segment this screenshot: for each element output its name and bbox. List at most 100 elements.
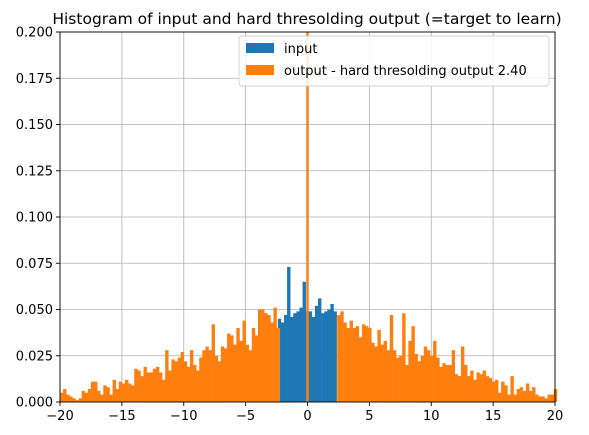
bar-output-left-30 bbox=[152, 368, 157, 402]
bar-output-right-10 bbox=[368, 328, 372, 402]
bar-output-right-21 bbox=[402, 313, 406, 402]
bar-output-right-33 bbox=[439, 366, 443, 402]
bar-output-right-69 bbox=[550, 394, 555, 402]
bar-output-right-67 bbox=[544, 398, 548, 402]
bar-output-right-28 bbox=[423, 346, 428, 402]
legend-box bbox=[238, 35, 550, 87]
bar-output-left-14 bbox=[103, 385, 107, 402]
bar-output-left-7 bbox=[81, 390, 86, 402]
bar-output-left-31 bbox=[155, 366, 160, 402]
bar-output-left-0 bbox=[60, 392, 64, 402]
bar-output-right-26 bbox=[417, 361, 422, 402]
bar-output-left-33 bbox=[162, 379, 166, 402]
bar-output-right-66 bbox=[541, 396, 545, 402]
x-tick-label-6: 10 bbox=[423, 409, 440, 424]
bar-output-left-42 bbox=[189, 350, 194, 402]
bar-output-left-35 bbox=[168, 370, 172, 402]
bar-output-right-24 bbox=[411, 326, 415, 402]
bar-output-right-32 bbox=[436, 357, 440, 402]
bar-output-right-59 bbox=[519, 387, 524, 402]
y-tick-label-8: 0.200 bbox=[16, 26, 53, 41]
bar-output-right-7 bbox=[358, 337, 363, 402]
bar-output-left-34 bbox=[165, 350, 169, 402]
bar-output-right-64 bbox=[535, 394, 539, 402]
bar-output-right-61 bbox=[525, 383, 530, 402]
bar-output-left-46 bbox=[202, 350, 206, 402]
bar-output-left-66 bbox=[264, 313, 268, 402]
bar-output-right-5 bbox=[352, 328, 357, 402]
x-tick-label-2: −10 bbox=[170, 409, 197, 424]
bar-output-right-14 bbox=[380, 344, 384, 402]
bar-output-left-22 bbox=[128, 383, 132, 402]
bar-output-right-17 bbox=[389, 315, 394, 402]
bar-output-right-45 bbox=[476, 372, 480, 402]
bar-output-left-53 bbox=[223, 348, 228, 402]
bar-input-3 bbox=[287, 266, 291, 402]
bar-output-left-4 bbox=[72, 398, 76, 402]
bar-output-right-16 bbox=[386, 350, 391, 402]
bar-output-right-31 bbox=[433, 340, 437, 402]
bar-output-left-20 bbox=[121, 383, 126, 402]
bar-output-left-58 bbox=[239, 340, 243, 402]
bar-output-right-22 bbox=[405, 365, 409, 402]
bar-input-14 bbox=[321, 313, 325, 402]
bar-output-right-4 bbox=[349, 320, 353, 402]
x-tick-label-7: 15 bbox=[485, 409, 502, 424]
bar-output-left-8 bbox=[84, 392, 89, 402]
bar-output-right-25 bbox=[414, 353, 418, 402]
bar-output-right-35 bbox=[445, 365, 449, 402]
bar-output-left-61 bbox=[248, 350, 253, 402]
bar-output-right-30 bbox=[430, 355, 434, 402]
bar-output-right-27 bbox=[420, 355, 425, 402]
bar-output-left-5 bbox=[75, 400, 79, 402]
bar-output-right-68 bbox=[547, 394, 551, 402]
bar-output-right-18 bbox=[392, 350, 397, 402]
bar-output-right-3 bbox=[346, 328, 350, 402]
bar-output-right-11 bbox=[371, 342, 375, 402]
bar-output-right-63 bbox=[532, 387, 536, 402]
bar-output-right-57 bbox=[513, 394, 517, 402]
bar-output-left-48 bbox=[208, 350, 212, 402]
bar-output-right-43 bbox=[470, 370, 474, 402]
bar-output-left-70 bbox=[276, 328, 280, 402]
bar-output-right-60 bbox=[522, 390, 527, 402]
bar-output-left-57 bbox=[236, 328, 240, 402]
bar-input-16 bbox=[327, 309, 331, 402]
bar-input-1 bbox=[280, 322, 285, 402]
bar-output-right-29 bbox=[426, 350, 431, 402]
bar-input-18 bbox=[333, 311, 337, 402]
bar-output-left-62 bbox=[251, 328, 256, 402]
legend-swatch-input bbox=[246, 43, 274, 53]
bar-output-right-12 bbox=[374, 346, 378, 402]
bar-output-left-43 bbox=[193, 365, 197, 402]
bar-output-spike bbox=[306, 32, 309, 402]
bar-output-right-23 bbox=[408, 340, 412, 402]
bar-output-left-25 bbox=[137, 370, 141, 402]
x-tick-label-1: −15 bbox=[108, 409, 135, 424]
bar-output-left-67 bbox=[267, 315, 271, 402]
legend-label-output: output - hard thresolding output 2.40 bbox=[284, 64, 527, 79]
bar-output-right-46 bbox=[479, 374, 483, 402]
bar-input-4 bbox=[290, 316, 294, 402]
bar-output-left-45 bbox=[199, 357, 203, 402]
bar-output-left-39 bbox=[180, 352, 185, 402]
bar-output-right-62 bbox=[529, 390, 533, 402]
bar-output-left-29 bbox=[149, 372, 154, 402]
bar-output-left-21 bbox=[124, 379, 129, 402]
bar-output-left-24 bbox=[134, 368, 138, 402]
bar-output-left-10 bbox=[90, 381, 95, 402]
bar-output-left-49 bbox=[211, 324, 215, 402]
bar-output-right-51 bbox=[494, 379, 499, 402]
x-tick-label-8: 20 bbox=[547, 409, 564, 424]
bar-output-right-1 bbox=[340, 311, 344, 402]
bar-output-left-63 bbox=[254, 335, 259, 402]
legend-label-input: input bbox=[284, 42, 317, 57]
bar-input-2 bbox=[283, 315, 288, 402]
bar-output-left-47 bbox=[205, 346, 209, 402]
bar-output-right-2 bbox=[343, 322, 347, 402]
x-tick-label-4: 0 bbox=[303, 409, 311, 424]
chart-title: Histogram of input and hard thresolding … bbox=[52, 10, 561, 28]
bar-output-right-34 bbox=[442, 363, 446, 402]
bar-output-right-58 bbox=[516, 389, 521, 402]
